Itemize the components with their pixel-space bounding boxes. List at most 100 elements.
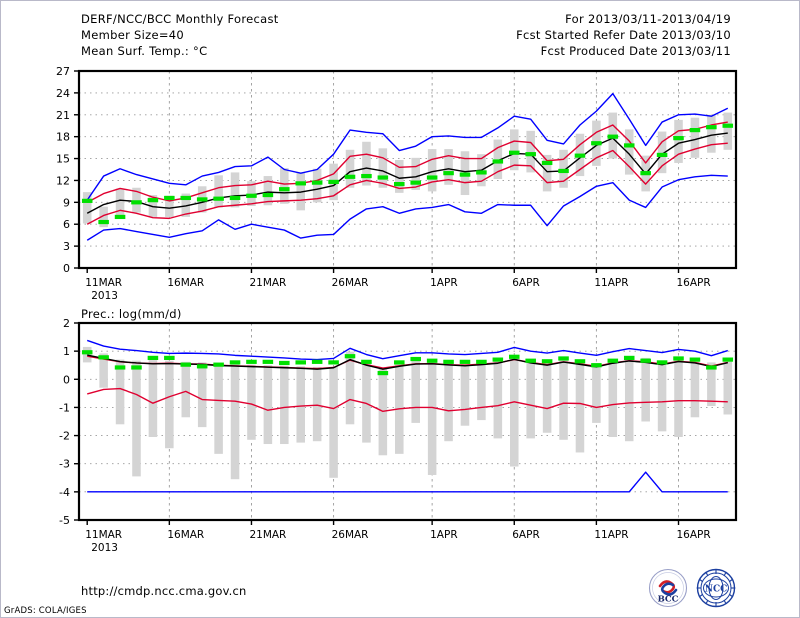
ensemble-spread-bar — [592, 362, 601, 423]
ensemble-spread-bar — [444, 149, 453, 185]
figure-title: DERF/NCC/BCC Monthly Forecast — [81, 12, 279, 26]
x-tick-label: 11MAR — [85, 529, 122, 541]
ensemble-spread-bar — [115, 359, 125, 425]
grads-credit: GrADS: COLA/IGES — [4, 606, 87, 616]
ensemble-spread-bar — [247, 364, 256, 440]
ensemble-spread-bar — [690, 358, 700, 418]
y-tick-label: 18 — [56, 131, 70, 144]
y-tick-label: 24 — [56, 87, 70, 100]
x-tick-label: 11MAR — [85, 277, 122, 289]
ensemble-spread-bar — [723, 357, 733, 415]
ensemble-spread-bar — [411, 157, 420, 190]
ensemble-spread-bar — [148, 360, 158, 437]
ensemble-spread-bar — [707, 114, 716, 153]
plot-frame — [77, 69, 738, 270]
ensemble-spread-bar — [214, 175, 223, 208]
ensemble-spread-bar — [362, 361, 371, 443]
ensemble-spread-bar — [542, 154, 552, 192]
ensemble-spread-bar — [690, 117, 700, 158]
y-tick-label: -1 — [59, 401, 70, 414]
y-tick-label: 21 — [56, 109, 70, 122]
ensemble-spread-bar — [247, 181, 256, 206]
ensemble-spread-bar — [444, 361, 453, 442]
series-line — [87, 387, 728, 413]
ensemble-spread-bar — [132, 187, 141, 213]
forecast-period: For 2013/03/11-2013/04/19 — [565, 12, 731, 26]
ensemble-spread-bar — [509, 355, 519, 467]
ensemble-spread-bar — [230, 363, 240, 480]
y-tick-label: 6 — [63, 218, 70, 231]
ensemble-spread-bar — [509, 129, 519, 171]
ensemble-spread-bar — [165, 195, 174, 217]
ensemble-spread-bar — [345, 351, 355, 425]
ensemble-spread-bar — [296, 366, 306, 443]
ensemble-spread-bar — [312, 168, 322, 203]
ensemble-spread-bar — [230, 172, 240, 208]
ensemble-spread-bar — [197, 362, 207, 428]
series-line — [86, 121, 728, 203]
ensemble-spread-bar — [99, 206, 108, 228]
ensemble-spread-bar — [542, 361, 552, 433]
x-tick-label: 16MAR — [167, 277, 204, 289]
series-line — [87, 471, 728, 493]
ensemble-spread-bar — [312, 366, 322, 442]
ensemble-spread-bar — [575, 360, 585, 453]
ensemble-spread-bar — [624, 356, 634, 442]
fcst-produced-date: Fcst Produced Date 2013/03/11 — [540, 44, 731, 58]
ensemble-spread-bar — [608, 359, 618, 437]
svg-text:BCC: BCC — [658, 595, 679, 605]
y-tick-label: 15 — [56, 153, 70, 166]
x-tick-label: 21MAR — [249, 529, 286, 541]
ensemble-spread-bar — [181, 361, 191, 418]
ensemble-spread-bar — [395, 160, 404, 193]
ensemble-spread-bar — [296, 172, 306, 211]
ensemble-spread-bar — [559, 149, 568, 188]
bottom-panel-variable: Prec.: log(mm/d) — [81, 307, 182, 321]
y-tick-label: 0 — [63, 262, 70, 275]
y-tick-label: 12 — [56, 174, 70, 187]
x-tick-label: 26MAR — [332, 277, 369, 289]
y-tick-label: 9 — [63, 196, 70, 209]
x-tick-label: 16APR — [677, 529, 711, 541]
x-tick-label: 11APR — [594, 529, 628, 541]
ensemble-spread-bar — [345, 149, 355, 188]
x-tick-label: 21MAR — [249, 277, 286, 289]
source-url[interactable]: http://cmdp.ncc.cma.gov.cn — [81, 584, 247, 598]
member-size-label: Member Size=40 — [81, 28, 185, 42]
ensemble-spread-bar — [362, 141, 371, 186]
ensemble-spread-bar — [132, 360, 141, 477]
y-tick-label: -4 — [59, 486, 70, 499]
ensemble-spread-bar — [493, 359, 503, 439]
ensemble-spread-bar — [263, 176, 273, 206]
y-tick-label: -2 — [59, 430, 70, 443]
svg-text:NCC: NCC — [705, 585, 728, 595]
series-line — [87, 354, 728, 370]
ensemble-spread-bar — [526, 130, 535, 173]
ensemble-spread-bar — [723, 112, 733, 150]
x-tick-label: 6APR — [512, 277, 540, 289]
x-axis-year-label: 2013 — [91, 290, 118, 302]
series-line — [86, 339, 728, 361]
ensemble-spread-bar — [427, 149, 437, 192]
ensemble-spread-bar — [657, 131, 667, 174]
x-tick-label: 16APR — [677, 277, 711, 289]
ensemble-spread-bar — [115, 188, 125, 217]
ensemble-spread-bar — [477, 361, 486, 421]
ensemble-spread-bar — [493, 139, 503, 179]
ensemble-spread-bar — [559, 357, 568, 440]
temperature-chart: 0 3 6 9 12 15 18 21 24 27 11MAR 16MAR 21MAR 26MAR 1APR… — [56, 65, 738, 302]
x-tick-label: 1APR — [430, 529, 458, 541]
y-tick-label: 3 — [63, 240, 70, 253]
fcst-started-date: Fcst Started Refer Date 2013/03/10 — [516, 28, 731, 42]
x-tick-label: 26MAR — [332, 529, 369, 541]
ensemble-spread-bar — [707, 362, 716, 407]
ensemble-spread-bar — [263, 365, 273, 445]
series-line — [86, 132, 728, 214]
precipitation-chart: -5 -4 -3 -2 -1 0 1 2 11MAR 16MAR 21MAR 26MAR 1APR 6AP… — [59, 317, 738, 554]
x-tick-label: 1APR — [430, 277, 458, 289]
agency-logos: BCC NCC — [647, 568, 743, 608]
y-tick-label: -5 — [59, 514, 70, 527]
ensemble-spread-bar — [526, 359, 535, 439]
y-tick-label: 27 — [56, 65, 70, 78]
